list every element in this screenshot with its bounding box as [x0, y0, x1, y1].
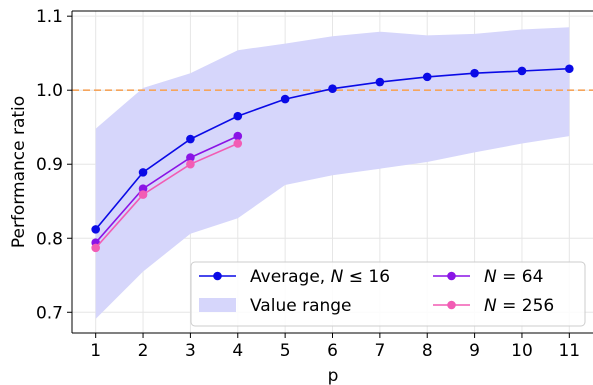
- series-2-point: [186, 159, 195, 169]
- y-tick-label: 1.0: [36, 81, 63, 101]
- legend-marker: [447, 271, 456, 281]
- y-tick-label: 1.1: [36, 7, 63, 27]
- value-range-band: [95, 27, 570, 319]
- series-0-point: [517, 66, 527, 76]
- x-tick-label: 3: [185, 341, 196, 361]
- legend-label: N = 256: [484, 296, 554, 316]
- series-0-point: [91, 225, 100, 234]
- series-2-point: [91, 243, 100, 253]
- x-tick-label: 1: [90, 341, 101, 361]
- legend-marker: [447, 300, 456, 310]
- legend-box: [190, 261, 586, 327]
- axes: [67, 10, 593, 338]
- series-1-point: [233, 131, 243, 141]
- legend: Average, N ≤ 16 Value range N = 64 N = 256: [190, 261, 586, 327]
- series-0-point: [138, 168, 148, 177]
- x-tick-label: 8: [422, 341, 433, 361]
- y-tick-label: 0.7: [36, 303, 63, 323]
- series-0-point: [565, 64, 574, 74]
- y-axis-label: Performance ratio: [9, 96, 29, 248]
- x-tick-label: 9: [469, 341, 480, 361]
- series-0-point: [422, 72, 432, 82]
- series-layer: [91, 64, 574, 253]
- x-tick-label: 11: [558, 341, 580, 361]
- x-tick-label: 10: [511, 341, 533, 361]
- series-0-point: [328, 84, 337, 94]
- value-range-band-layer: [95, 27, 570, 319]
- x-tick-label: 4: [232, 341, 243, 361]
- series-2-point: [233, 139, 243, 148]
- legend-label: Average, N ≤ 16: [250, 267, 390, 287]
- series-line-1: [95, 135, 239, 244]
- x-axis-label: p: [328, 366, 339, 385]
- x-tick-label: 6: [327, 341, 338, 361]
- legend-label: Value range: [250, 296, 352, 316]
- legend-band-swatch: [199, 298, 236, 312]
- tick-labels: 1 2 3 4 5 6 7 8 9 10 11 0.7 0.8 0.9 1.0 1.1: [36, 7, 580, 361]
- x-tick-label: 7: [374, 341, 385, 361]
- y-tick-label: 0.9: [36, 155, 63, 175]
- series-line-2: [95, 142, 239, 249]
- series-1-point: [138, 184, 148, 193]
- series-0-point: [186, 134, 195, 144]
- x-tick-label: 5: [280, 341, 291, 361]
- series-0-point: [280, 94, 290, 104]
- series-1-point: [186, 153, 195, 162]
- y-tick-label: 0.8: [36, 229, 63, 249]
- series-2-point: [138, 190, 148, 199]
- series-0-point: [233, 111, 243, 121]
- legend-label: N = 64: [484, 267, 543, 287]
- legend-marker: [213, 271, 222, 281]
- series-0-point: [470, 68, 479, 78]
- series-0-point: [375, 77, 385, 87]
- x-tick-label: 2: [138, 341, 149, 361]
